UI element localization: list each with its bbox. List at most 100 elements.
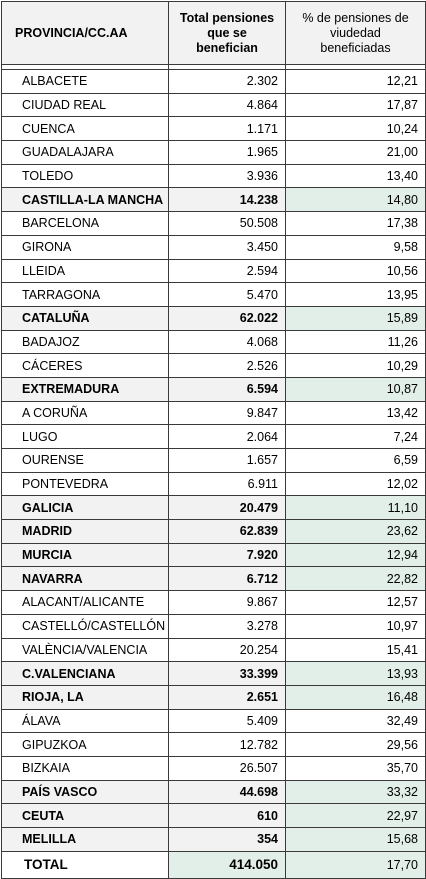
table-row: LLEIDA 2.594 10,56 — [1, 258, 426, 284]
header-pct-line-1: % de pensiones de — [302, 10, 409, 25]
table-row: CASTELLÓ/CASTELLÓN 3.278 10,97 — [1, 613, 426, 639]
total-pensions-value: 20.479 — [168, 495, 286, 521]
total-pensions-value: 2.302 — [168, 69, 286, 94]
table-body: ALBACETE 2.302 12,21 CIUDAD REAL 4.864 17,87 C… — [1, 64, 426, 879]
percent-value: 12,02 — [285, 471, 426, 497]
table-row: BIZKAIA 26.507 35,70 — [1, 755, 426, 781]
total-pensions-value: 7.920 — [168, 542, 286, 568]
subtotal-row: EXTREMADURA 6.594 10,87 — [1, 376, 426, 402]
percent-value: 35,70 — [285, 755, 426, 781]
percent-value: 7,24 — [285, 424, 426, 449]
province-name: LLEIDA — [1, 258, 169, 284]
subtotal-row: GALICIA 20.479 11,10 — [1, 495, 426, 521]
total-row: TOTAL 414.050 17,70 — [1, 850, 426, 879]
subtotal-row: MURCIA 7.920 12,94 — [1, 542, 426, 568]
table-row: CIUDAD REAL 4.864 17,87 — [1, 92, 426, 118]
table-row: TARRAGONA 5.470 13,95 — [1, 282, 426, 307]
province-name: A CORUÑA — [1, 400, 169, 426]
total-pensions-value: 62.839 — [168, 519, 286, 544]
percent-value: 12,57 — [285, 590, 426, 615]
total-pensions-value: 4.864 — [168, 92, 286, 118]
province-name: GALICIA — [1, 495, 169, 521]
province-name: BARCELONA — [1, 211, 169, 236]
total-pensions-value: 3.450 — [168, 234, 286, 260]
total-pensions-value: 1.965 — [168, 140, 286, 165]
percent-value: 10,87 — [285, 376, 426, 402]
total-pensions-value: 2.526 — [168, 353, 286, 378]
province-name: OURENSE — [1, 448, 169, 473]
total-pensions-value: 44.698 — [168, 779, 286, 805]
subtotal-row: MADRID 62.839 23,62 — [1, 519, 426, 544]
total-pensions-value: 6.911 — [168, 471, 286, 497]
total-pensions-value: 5.409 — [168, 708, 286, 734]
percent-value: 21,00 — [285, 140, 426, 165]
province-name: VALÈNCIA/VALENCIA — [1, 637, 169, 663]
percent-value: 15,68 — [285, 827, 426, 852]
province-name: GIPUZKOA — [1, 732, 169, 757]
table-row: CUENCA 1.171 10,24 — [1, 116, 426, 142]
province-name: GIRONA — [1, 234, 169, 260]
table-row: GIRONA 3.450 9,58 — [1, 234, 426, 260]
province-name: ALACANT/ALICANTE — [1, 590, 169, 615]
percent-value: 23,62 — [285, 519, 426, 544]
total-pensions-value: 610 — [168, 803, 286, 828]
header-province: PROVINCIA/CC.AA — [1, 1, 169, 65]
province-name: CEUTA — [1, 803, 169, 828]
total-pensions-value: 3.278 — [168, 613, 286, 639]
total-pensions-value: 5.470 — [168, 282, 286, 307]
table-row: CÁCERES 2.526 10,29 — [1, 353, 426, 378]
province-name: CASTILLA-LA MANCHA — [1, 187, 169, 213]
percent-value: 13,95 — [285, 282, 426, 307]
subtotal-row: MELILLA 354 15,68 — [1, 827, 426, 852]
province-name: C.VALENCIANA — [1, 661, 169, 686]
header-total-pensions: Total pensiones que se benefician — [168, 1, 286, 65]
province-name: LUGO — [1, 424, 169, 449]
total-pensions-value: 9.867 — [168, 590, 286, 615]
province-name: CASTELLÓ/CASTELLÓN — [1, 613, 169, 639]
province-name: RIOJA, LA — [1, 684, 169, 710]
header-total-line-1: Total pensiones — [179, 10, 275, 25]
province-name: NAVARRA — [1, 566, 169, 592]
percent-value: 29,56 — [285, 732, 426, 757]
table-row: GUADALAJARA 1.965 21,00 — [1, 140, 426, 165]
total-pensions-value: 6.712 — [168, 566, 286, 592]
percent-value: 14,80 — [285, 187, 426, 213]
percent-value: 17,87 — [285, 92, 426, 118]
header-total-line-2: que se — [207, 25, 247, 40]
province-name: CIUDAD REAL — [1, 92, 169, 118]
province-name: TARRAGONA — [1, 282, 169, 307]
total-pensions-value: 2.064 — [168, 424, 286, 449]
percent-value: 13,93 — [285, 661, 426, 686]
province-name: MADRID — [1, 519, 169, 544]
total-pensions-value: 1.171 — [168, 116, 286, 142]
table-row: BADAJOZ 4.068 11,26 — [1, 329, 426, 355]
header-total-line-3: benefician — [196, 40, 258, 55]
percent-value: 22,97 — [285, 803, 426, 828]
province-name: CÁCERES — [1, 353, 169, 378]
subtotal-row: CEUTA 610 22,97 — [1, 803, 426, 828]
subtotal-row: CATALUÑA 62.022 15,89 — [1, 305, 426, 331]
header-pct-line-2: viudedad — [330, 25, 381, 40]
total-pensions-value: 354 — [168, 827, 286, 852]
table-row: GIPUZKOA 12.782 29,56 — [1, 732, 426, 757]
percent-value: 17,38 — [285, 211, 426, 236]
header-percent-widowhood: % de pensiones de viudedad beneficiadas — [285, 1, 426, 65]
table-row: ÁLAVA 5.409 32,49 — [1, 708, 426, 734]
province-name: GUADALAJARA — [1, 140, 169, 165]
province-name: ALBACETE — [1, 69, 169, 94]
percent-value: 16,48 — [285, 684, 426, 710]
percent-value: 22,82 — [285, 566, 426, 592]
province-name: BIZKAIA — [1, 755, 169, 781]
total-pensions-value: 33.399 — [168, 661, 286, 686]
percent-value: 12,94 — [285, 542, 426, 568]
subtotal-row: RIOJA, LA 2.651 16,48 — [1, 684, 426, 710]
total-pensions-value: 2.651 — [168, 684, 286, 710]
total-pensions-value: 12.782 — [168, 732, 286, 757]
percent-value: 10,97 — [285, 613, 426, 639]
province-name: MURCIA — [1, 542, 169, 568]
subtotal-row: CASTILLA-LA MANCHA 14.238 14,80 — [1, 187, 426, 213]
table-row: BARCELONA 50.508 17,38 — [1, 211, 426, 236]
province-name: ÁLAVA — [1, 708, 169, 734]
province-name: TOLEDO — [1, 163, 169, 189]
